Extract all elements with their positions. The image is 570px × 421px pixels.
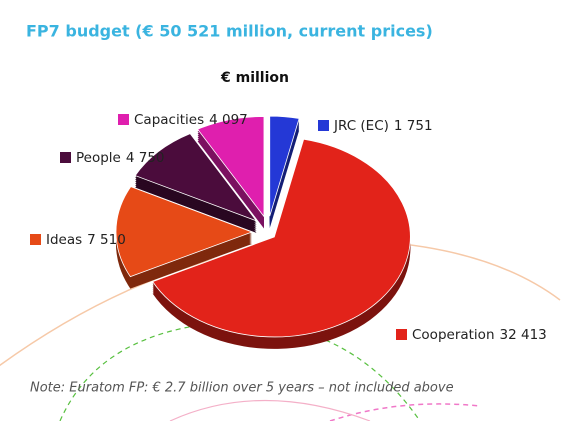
slice-value: 4 750 bbox=[126, 150, 165, 166]
slice-label: Cooperation 32 413 bbox=[412, 327, 547, 343]
note: Note: Euratom FP: € 2.7 billion over 5 y… bbox=[30, 381, 454, 396]
legend-swatch bbox=[318, 120, 329, 131]
slice-label: Ideas 7 510 bbox=[46, 232, 126, 248]
slice-value: 7 510 bbox=[87, 232, 126, 248]
slice-value: 32 413 bbox=[500, 327, 547, 343]
slice-label: JRC (EC) 1 751 bbox=[333, 118, 433, 134]
slice-name: JRC (EC) bbox=[333, 118, 389, 134]
legend-swatch bbox=[118, 114, 129, 125]
chart-title: FP7 budget (€ 50 521 million, current pr… bbox=[26, 22, 433, 41]
slice-label: People 4 750 bbox=[76, 150, 165, 166]
chart-subtitle: € million bbox=[220, 70, 289, 86]
pie bbox=[115, 115, 411, 349]
slice bbox=[115, 186, 254, 278]
slice bbox=[134, 133, 258, 222]
slice-name: People bbox=[76, 150, 121, 166]
slice-name: Capacities bbox=[134, 112, 204, 128]
decor-arc bbox=[169, 399, 371, 421]
slice bbox=[152, 138, 411, 338]
legend-swatch bbox=[396, 329, 407, 340]
legend-swatch bbox=[60, 152, 71, 163]
slice-label: Capacities 4 097 bbox=[134, 112, 248, 128]
slice bbox=[269, 115, 300, 217]
slice-name: Cooperation bbox=[412, 327, 495, 343]
slice-value: 4 097 bbox=[209, 112, 248, 128]
slice bbox=[196, 116, 265, 218]
decor-arc bbox=[329, 403, 481, 421]
legend-swatch bbox=[30, 234, 41, 245]
slice-name: Ideas bbox=[46, 232, 82, 248]
slice-value: 1 751 bbox=[394, 118, 433, 134]
